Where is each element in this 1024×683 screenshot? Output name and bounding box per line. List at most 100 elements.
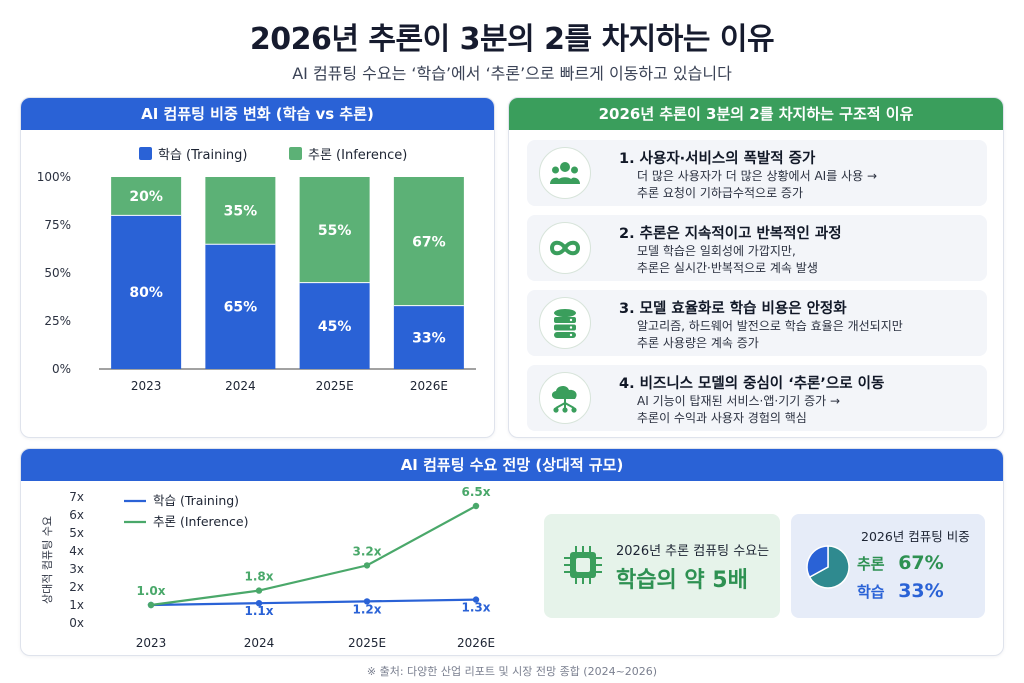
y-tick-label: 4x bbox=[69, 544, 84, 558]
bar-label-inference: 55% bbox=[318, 223, 352, 239]
reasons-header: 2026년 추론이 3분의 2를 차지하는 구조적 이유 bbox=[509, 98, 1003, 130]
y-tick-label: 2x bbox=[69, 580, 84, 594]
bar-training bbox=[393, 305, 464, 369]
inference-point bbox=[255, 587, 263, 594]
reasons-card: 2026년 추론이 3분의 2를 차지하는 구조적 이유 1. 사용자·서비스의… bbox=[508, 97, 1004, 438]
reason-item: 3. 모델 효율화로 학습 비용은 안정화 알고리즘, 하드웨어 발전으로 학습… bbox=[527, 290, 987, 356]
reason-description: 더 많은 사용자가 더 많은 상황에서 AI를 사용 → 추론 요청이 기하급수… bbox=[637, 168, 877, 202]
reason-description: AI 기능이 탑재된 서비스·앱·기기 증가 → 추론이 수익과 사용자 경험의… bbox=[637, 393, 840, 427]
inference-value-label: 1.8x bbox=[245, 570, 274, 584]
page-title: 2026년 추론이 3분의 2를 차지하는 이유 bbox=[249, 22, 775, 57]
infinity-icon bbox=[539, 222, 591, 274]
y-axis-title: 상대적 컴퓨팅 수요 bbox=[41, 516, 54, 604]
users-icon bbox=[539, 147, 591, 199]
reason-description: 모델 학습은 일회성에 가깝지만, 추론은 실시간·반복적으로 계속 발생 bbox=[637, 243, 818, 277]
reason-item: 1. 사용자·서비스의 폭발적 증가 더 많은 사용자가 더 많은 상황에서 A… bbox=[527, 140, 987, 206]
reason-title: 2. 추론은 지속적이고 반복적인 과정 bbox=[619, 226, 842, 242]
bar-label-training: 33% bbox=[412, 330, 446, 346]
reason-line: 추론 사용량은 계속 증가 bbox=[637, 336, 759, 350]
compute-share-header: AI 컴퓨팅 비중 변화 (학습 vs 추론) bbox=[21, 98, 494, 130]
reason-title: 3. 모델 효율화로 학습 비용은 안정화 bbox=[619, 301, 847, 317]
page-subtitle: AI 컴퓨팅 수요는 ‘학습’에서 ‘추론’으로 빠르게 이동하고 있습니다 bbox=[292, 64, 732, 83]
y-tick-label: 6x bbox=[69, 508, 84, 522]
bar-inference bbox=[111, 177, 182, 216]
inference-point bbox=[472, 502, 480, 510]
training-line bbox=[150, 598, 477, 607]
legend-swatch-training bbox=[139, 147, 152, 160]
bar-label-inference: 67% bbox=[412, 234, 446, 250]
training-value-label: 1.1x bbox=[245, 604, 274, 618]
reason-title: 1. 사용자·서비스의 폭발적 증가 bbox=[619, 151, 816, 167]
inference-value-label: 3.2x bbox=[353, 544, 382, 558]
reason-item: 4. 비즈니스 모델의 중심이 ‘추론’으로 이동 AI 기능이 탑재된 서비스… bbox=[527, 365, 987, 431]
reason-line: 추론은 실시간·반복적으로 계속 발생 bbox=[637, 261, 818, 275]
source-note: ※ 출처: 다양한 산업 리포트 및 시장 전망 종합 (2024~2026) bbox=[366, 665, 658, 678]
reason-line: 모델 학습은 일회성에 가깝지만, bbox=[637, 244, 796, 258]
y-tick-label: 3x bbox=[69, 562, 84, 576]
bar-legend-inference: 추론 (Inference) bbox=[289, 144, 407, 163]
x-tick-label: 2026E bbox=[457, 636, 495, 650]
x-tick-label: 2024 bbox=[225, 379, 256, 393]
training-point bbox=[363, 598, 371, 605]
y-tick-label: 7x bbox=[69, 490, 84, 504]
inference-value-label: 1.0x bbox=[137, 584, 166, 598]
inference-line bbox=[150, 505, 477, 607]
pie-slice-inference bbox=[808, 545, 850, 589]
reason-line: 더 많은 사용자가 더 많은 상황에서 AI를 사용 → bbox=[637, 169, 877, 183]
share-inference-value: 67% bbox=[898, 552, 944, 574]
y-tick-label: 1x bbox=[69, 598, 84, 612]
share-summary-caption: 2026년 컴퓨팅 비중 bbox=[861, 529, 970, 544]
bar-inference bbox=[393, 177, 464, 306]
training-point bbox=[472, 596, 480, 603]
demand-outlook-card: AI 컴퓨팅 수요 전망 (상대적 규모) 7x 6x 5x 4x 3x 2x 1x 0x 상대… bbox=[20, 448, 1004, 656]
reason-title: 4. 비즈니스 모델의 중심이 ‘추론’으로 이동 bbox=[619, 376, 885, 392]
bar-training bbox=[111, 215, 182, 369]
training-point bbox=[255, 600, 263, 607]
database-icon bbox=[539, 297, 591, 349]
share-training-row: 학습 33% bbox=[857, 580, 944, 602]
bar-label-training: 65% bbox=[224, 300, 258, 316]
bar-training bbox=[205, 244, 276, 369]
demand-summary-caption: 2026년 추론 컴퓨팅 수요는 bbox=[616, 544, 770, 559]
training-value-label: 1.3x bbox=[462, 601, 491, 615]
x-tick-label: 2025E bbox=[316, 379, 354, 393]
share-pie-chart bbox=[806, 545, 850, 589]
share-summary-box: 2026년 컴퓨팅 비중 추론 67% 학습 33% bbox=[791, 514, 985, 618]
y-tick-label: 50% bbox=[44, 266, 71, 280]
y-tick-label: 5x bbox=[69, 526, 84, 540]
demand-line-chart: 7x 6x 5x 4x 3x 2x 1x 0x 상대적 컴퓨팅 수요 2023 2024 2025E 2… bbox=[41, 485, 495, 650]
stacked-bar-chart: 100% 75% 50% 25% 0% 80% 20% 2023 65% 35% 2024 45% 55… bbox=[37, 170, 476, 393]
bar-legend-training: 학습 (Training) bbox=[139, 144, 248, 163]
share-training-value: 33% bbox=[898, 580, 944, 602]
reason-description: 알고리즘, 하드웨어 발전으로 학습 효율은 개선되지만 추론 사용량은 계속 … bbox=[637, 318, 903, 352]
bar-label-training: 80% bbox=[129, 285, 163, 301]
y-tick-label: 75% bbox=[44, 218, 71, 232]
legend-label-training: 학습 (Training) bbox=[153, 493, 239, 508]
chip-icon bbox=[562, 544, 604, 590]
legend-label-inference: 추론 (Inference) bbox=[153, 514, 248, 529]
bar-label-inference: 20% bbox=[129, 189, 163, 205]
y-tick-label: 0x bbox=[69, 616, 84, 630]
bar-training bbox=[299, 282, 370, 369]
legend-label-training: 학습 (Training) bbox=[158, 148, 248, 163]
reason-line: AI 기능이 탑재된 서비스·앱·기기 증가 → bbox=[637, 394, 841, 408]
x-tick-label: 2024 bbox=[244, 636, 275, 650]
bar-label-inference: 35% bbox=[224, 204, 258, 220]
compute-share-card: AI 컴퓨팅 비중 변화 (학습 vs 추론) 학습 (Training) 추론… bbox=[20, 97, 495, 438]
x-tick-label: 2026E bbox=[410, 379, 448, 393]
x-tick-label: 2025E bbox=[348, 636, 386, 650]
pie-slice-training bbox=[806, 545, 829, 579]
share-inference-row: 추론 67% bbox=[857, 552, 944, 574]
y-tick-label: 25% bbox=[44, 314, 71, 328]
y-tick-label: 100% bbox=[37, 170, 71, 184]
inference-value-label: 6.5x bbox=[462, 485, 491, 499]
x-tick-label: 2023 bbox=[136, 636, 167, 650]
demand-outlook-header: AI 컴퓨팅 수요 전망 (상대적 규모) bbox=[21, 449, 1003, 481]
legend-label-inference: 추론 (Inference) bbox=[308, 148, 408, 163]
reason-item: 2. 추론은 지속적이고 반복적인 과정 모델 학습은 일회성에 가깝지만, 추… bbox=[527, 215, 987, 281]
reason-line: 추론 요청이 기하급수적으로 증가 bbox=[637, 186, 804, 200]
x-tick-label: 2023 bbox=[131, 379, 162, 393]
reason-line: 추론이 수익과 사용자 경험의 핵심 bbox=[637, 411, 807, 425]
inference-point bbox=[147, 601, 155, 609]
inference-point bbox=[363, 562, 371, 569]
